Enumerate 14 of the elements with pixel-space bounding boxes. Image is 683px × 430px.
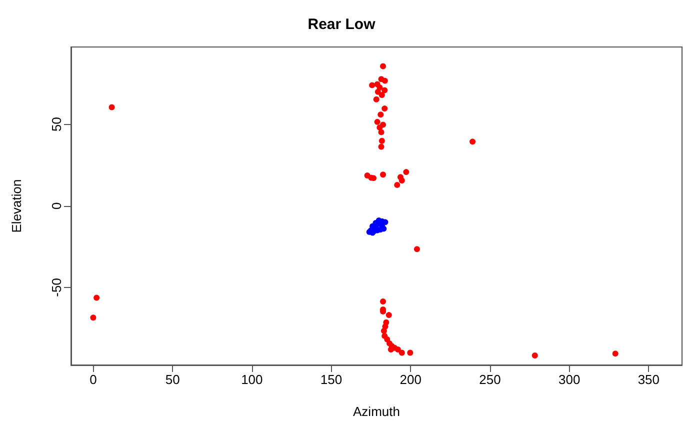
- y-tick-label: 50: [49, 116, 64, 132]
- x-tick-label: 100: [241, 372, 263, 387]
- x-axis-title: Azimuth: [353, 404, 400, 419]
- x-tick-label: 300: [558, 372, 580, 387]
- x-tick-label: 150: [320, 372, 342, 387]
- x-tick-label: 200: [400, 372, 422, 387]
- y-axis-title: Elevation: [9, 179, 24, 233]
- chart-title: Rear Low: [308, 16, 376, 33]
- x-tick-label: 250: [479, 372, 501, 387]
- x-tick-label: 50: [165, 372, 180, 387]
- x-tick-label: 0: [90, 372, 97, 387]
- y-tick-label: 0: [49, 202, 64, 210]
- y-tick-label: -50: [49, 278, 64, 297]
- x-tick-label: 350: [638, 372, 660, 387]
